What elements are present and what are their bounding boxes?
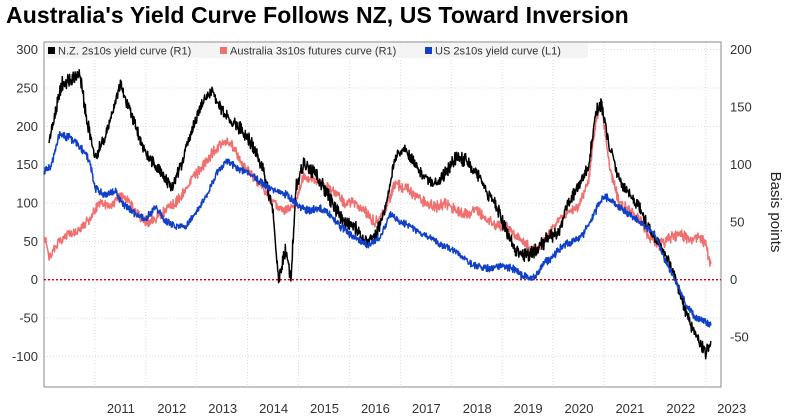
x-axis-ticks: 2011 2012 2013 2014 2015 2016 2017 2018 2019 2020… xyxy=(107,401,746,416)
chart-title: Australia's Yield Curve Follows NZ, US T… xyxy=(6,2,629,28)
right-tick-label: 100 xyxy=(730,157,752,172)
x-tick-label: 2014 xyxy=(259,401,288,416)
x-tick-label: 2020 xyxy=(565,401,594,416)
nz-series-line xyxy=(48,69,712,360)
legend-au-swatch xyxy=(220,47,227,54)
x-tick-label: 2011 xyxy=(107,401,135,416)
legend: N.Z. 2s10s yield curve (R1) Australia 3s1… xyxy=(46,43,588,58)
us-series-line xyxy=(43,130,712,328)
left-tick-label: 100 xyxy=(16,196,38,211)
legend-nz-swatch xyxy=(48,47,55,54)
right-tick-label: 200 xyxy=(730,42,752,57)
right-tick-label: 0 xyxy=(730,272,737,287)
x-tick-label: 2013 xyxy=(208,401,237,416)
right-tick-label: 150 xyxy=(730,100,752,115)
x-tick-label: 2016 xyxy=(361,401,390,416)
left-tick-label: 0 xyxy=(31,272,38,287)
au-series-line xyxy=(43,104,712,267)
left-axis-ticks: 300 250 200 150 100 50 0 -50 -100 xyxy=(12,42,38,364)
left-tick-label: 300 xyxy=(16,42,38,57)
left-tick-label: -50 xyxy=(19,311,38,326)
x-tick-label: 2017 xyxy=(412,401,441,416)
legend-nz-label: N.Z. 2s10s yield curve (R1) xyxy=(58,46,191,58)
x-tick-label: 2023 xyxy=(717,401,746,416)
legend-us-label: US 2s10s yield curve (L1) xyxy=(435,46,561,58)
left-tick-label: 150 xyxy=(16,157,38,172)
x-tick-label: 2018 xyxy=(463,401,492,416)
legend-au-label: Australia 3s10s futures curve (R1) xyxy=(230,46,396,58)
x-tick-label: 2021 xyxy=(615,401,644,416)
right-axis-title: Basis points xyxy=(767,172,784,253)
legend-background xyxy=(46,43,588,58)
plot-frame xyxy=(43,41,722,388)
right-axis-ticks: 200 150 100 50 0 -50 xyxy=(730,42,752,345)
right-tick-label: 50 xyxy=(730,215,744,230)
x-tick-label: 2015 xyxy=(310,401,339,416)
left-tick-label: -100 xyxy=(12,349,38,364)
left-tick-label: 200 xyxy=(16,119,38,134)
x-tick-label: 2012 xyxy=(157,401,186,416)
x-tick-label: 2019 xyxy=(514,401,543,416)
legend-us-swatch xyxy=(425,47,432,54)
left-tick-label: 50 xyxy=(24,234,38,249)
x-tick-label: 2022 xyxy=(666,401,695,416)
series-group xyxy=(43,69,712,360)
left-tick-label: 250 xyxy=(16,81,38,96)
right-tick-label: -50 xyxy=(730,330,749,345)
